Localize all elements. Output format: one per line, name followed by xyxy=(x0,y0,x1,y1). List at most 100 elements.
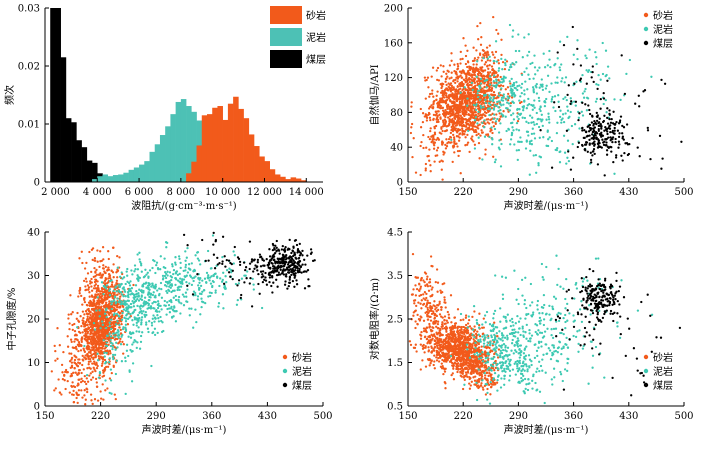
scatter-point xyxy=(288,282,290,284)
scatter-point xyxy=(274,262,276,264)
histogram-bar xyxy=(108,176,114,182)
scatter-point xyxy=(87,272,89,274)
scatter-point xyxy=(298,250,300,252)
scatter-point xyxy=(570,168,572,170)
scatter-point xyxy=(110,328,112,330)
scatter-point xyxy=(134,264,136,266)
scatter-point xyxy=(310,253,312,255)
scatter-point xyxy=(484,153,486,155)
scatter-point xyxy=(267,264,269,266)
scatter-point xyxy=(80,372,82,374)
scatter-point xyxy=(75,338,77,340)
scatter-point xyxy=(479,72,481,74)
scatter-point xyxy=(460,94,462,96)
scatter-point xyxy=(175,272,177,274)
scatter-point xyxy=(492,121,494,123)
scatter-point xyxy=(118,333,120,335)
scatter-point xyxy=(532,128,534,130)
scatter-point xyxy=(477,56,479,58)
scatter-point xyxy=(539,118,541,120)
scatter-point xyxy=(584,55,586,57)
scatter-point xyxy=(113,314,115,316)
scatter-point xyxy=(449,64,451,66)
scatter-point xyxy=(261,307,263,309)
y-tick-label: 0 xyxy=(34,178,40,189)
scatter-point xyxy=(105,341,107,343)
scatter-point xyxy=(218,302,220,304)
scatter-point xyxy=(486,46,488,48)
scatter-point xyxy=(420,108,422,110)
scatter-point xyxy=(436,154,438,156)
scatter-point xyxy=(526,88,528,90)
scatter-point xyxy=(110,319,112,321)
scatter-point xyxy=(125,314,127,316)
scatter-point xyxy=(502,97,504,99)
scatter-point xyxy=(222,293,224,295)
scatter-point xyxy=(594,122,596,124)
legend-swatch xyxy=(270,50,302,68)
scatter-point xyxy=(137,268,139,270)
scatter-point xyxy=(488,95,490,97)
scatter-point xyxy=(526,107,528,109)
scatter-point xyxy=(604,174,606,176)
scatter-point xyxy=(268,281,270,283)
scatter-point xyxy=(533,132,535,134)
scatter-point xyxy=(185,292,187,294)
scatter-point xyxy=(222,236,224,238)
x-tick-label: 220 xyxy=(454,187,473,198)
scatter-point xyxy=(296,244,298,246)
scatter-point xyxy=(605,99,607,101)
scatter-point xyxy=(527,134,529,136)
scatter-point xyxy=(290,271,292,273)
scatter-point xyxy=(588,109,590,111)
scatter-point xyxy=(269,255,271,257)
scatter-point xyxy=(101,362,103,364)
scatter-point xyxy=(88,367,90,369)
scatter-point xyxy=(489,64,491,66)
scatter-point xyxy=(466,79,468,81)
scatter-point xyxy=(480,44,482,46)
scatter-point xyxy=(110,303,112,305)
scatter-point xyxy=(139,348,141,350)
scatter-point xyxy=(660,168,662,170)
scatter-point xyxy=(238,279,240,281)
scatter-point xyxy=(427,86,429,88)
scatter-point xyxy=(134,301,136,303)
scatter-point xyxy=(124,327,126,329)
scatter-point xyxy=(102,360,104,362)
scatter-point xyxy=(464,136,466,138)
scatter-point xyxy=(73,340,75,342)
scatter-point xyxy=(147,331,149,333)
scatter-point xyxy=(102,246,104,248)
scatter-point xyxy=(103,339,105,341)
scatter-point xyxy=(86,324,88,326)
scatter-point xyxy=(83,313,85,315)
scatter-point xyxy=(509,105,511,107)
scatter-point xyxy=(223,283,225,285)
scatter-point xyxy=(481,75,483,77)
scatter-point xyxy=(101,290,103,292)
scatter-point xyxy=(112,333,114,335)
x-axis-label: 声波时差/(μs·m⁻¹) xyxy=(142,423,227,436)
scatter-point xyxy=(287,249,289,251)
scatter-point xyxy=(608,118,610,120)
scatter-point xyxy=(97,359,99,361)
scatter-point xyxy=(90,278,92,280)
scatter-point xyxy=(618,132,620,134)
scatter-point xyxy=(501,78,503,80)
scatter-point xyxy=(104,379,106,381)
scatter-point xyxy=(430,136,432,138)
scatter-point xyxy=(113,299,115,301)
scatter-point xyxy=(78,341,80,343)
histogram-bar xyxy=(150,152,156,182)
scatter-point xyxy=(424,76,426,78)
scatter-point xyxy=(127,323,129,325)
scatter-point xyxy=(139,261,141,263)
scatter-point xyxy=(614,124,616,126)
histogram-bar xyxy=(280,177,286,182)
scatter-point xyxy=(433,100,435,102)
scatter-point xyxy=(92,358,94,360)
scatter-point xyxy=(120,283,122,285)
scatter-point xyxy=(104,289,106,291)
